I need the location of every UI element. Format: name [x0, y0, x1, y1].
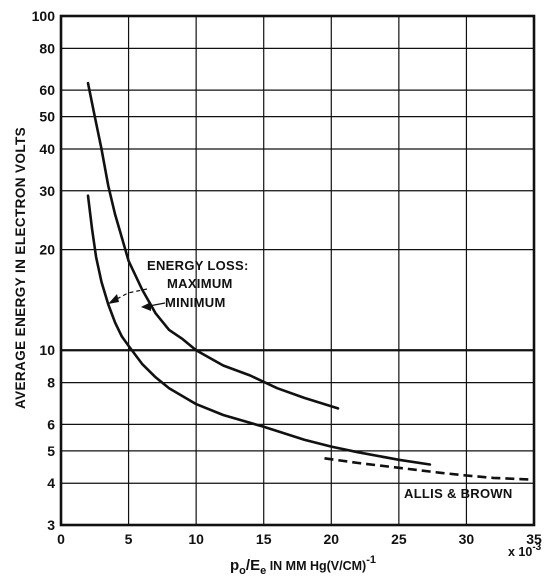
y-tick-label: 80: [39, 40, 55, 56]
x-axis-title: po/Ee IN MM Hg(V/CM)-1: [230, 554, 376, 577]
maximum-arrowhead: [108, 294, 119, 304]
y-tick-label: 3: [47, 517, 55, 533]
x-tick-label: 15: [256, 531, 272, 547]
x-tick-label: 5: [125, 531, 133, 547]
y-tick-label: 20: [39, 242, 55, 258]
y-tick-label: 30: [39, 183, 55, 199]
x-tick-label: 30: [459, 531, 475, 547]
y-tick-label: 60: [39, 82, 55, 98]
x-tick-label: 35: [526, 531, 542, 547]
x-tick-label: 0: [57, 531, 65, 547]
plot-frame: [59, 14, 536, 527]
y-axis: 3 4 5 6 8 10 20 30 40 50 60 80 100: [32, 8, 56, 533]
curves: [86, 81, 535, 481]
annotation-minimum: MINIMUM: [165, 295, 226, 310]
annotation-energy-loss: ENERGY LOSS:: [147, 258, 249, 273]
annotation-maximum: MAXIMUM: [167, 276, 233, 291]
series-line-min: [86, 194, 432, 466]
series-line-max: [86, 81, 340, 410]
minimum-arrow: [148, 302, 166, 307]
y-tick-label: 8: [47, 375, 55, 391]
x-tick-label: 10: [188, 531, 204, 547]
x-multiplier: x 10-3: [508, 542, 542, 559]
minimum-arrowhead: [141, 302, 151, 311]
y-tick-label: 10: [39, 342, 55, 358]
x-tick-label: 25: [391, 531, 407, 547]
x-axis: 0 5 10 15 20 25 30 35: [57, 531, 542, 547]
y-tick-label: 40: [39, 141, 55, 157]
annotation-allis-brown: ALLIS & BROWN: [404, 486, 513, 501]
x-tick-label: 20: [323, 531, 339, 547]
series-line-allis_brown: [324, 457, 535, 481]
y-tick-label: 50: [39, 109, 55, 125]
y-tick-label: 5: [47, 443, 55, 459]
y-axis-title: AVERAGE ENERGY IN ELECTRON VOLTS: [13, 127, 28, 409]
y-tick-label: 6: [47, 416, 55, 432]
y-tick-label: 100: [32, 8, 56, 24]
y-tick-label: 4: [47, 475, 55, 491]
